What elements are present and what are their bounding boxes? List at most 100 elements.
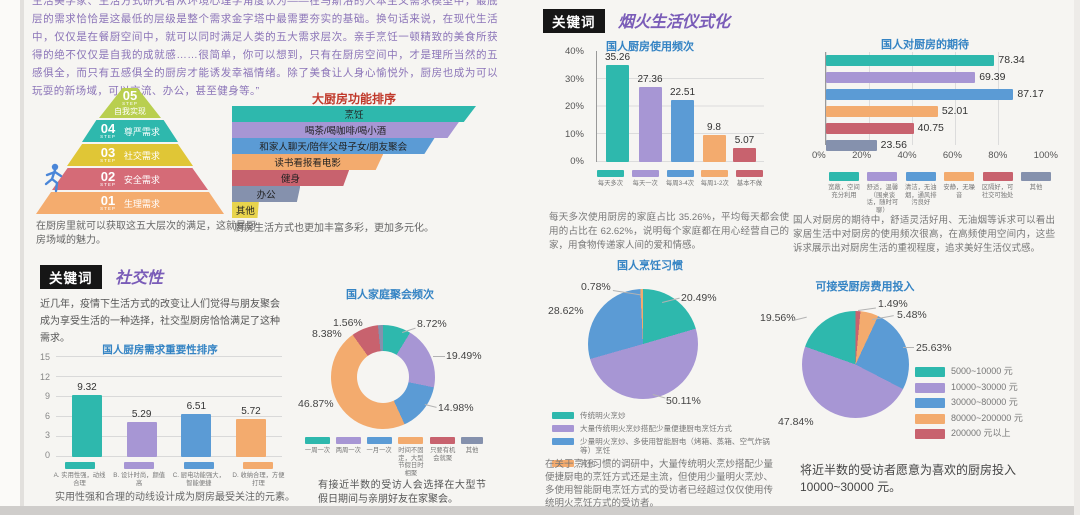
section-header-ritual: 关键词 烟火生活仪式化	[543, 8, 730, 33]
pyramid-level-label: 自我实现	[114, 106, 146, 116]
legend-label: 每天一次	[632, 180, 658, 187]
legend-swatch	[905, 172, 936, 181]
hbar-row: 52.01	[826, 105, 1041, 117]
page-bottom-edge	[0, 506, 1080, 515]
slice-label: 8.38%	[312, 328, 342, 340]
legend-swatch	[552, 460, 574, 467]
slice-label: 46.87%	[298, 398, 334, 410]
gathering-chart-title: 国人家庭聚会频次	[346, 289, 434, 301]
page-left-shadow	[20, 0, 24, 515]
bar-group: 27.36	[638, 51, 663, 162]
hbar-row: 69.39	[826, 71, 1041, 83]
leader-line	[433, 356, 445, 357]
bar	[671, 100, 695, 162]
legend-swatch	[366, 437, 392, 444]
funnel-band: 读书看报看电影	[232, 154, 384, 170]
leader-line	[424, 404, 437, 408]
legend-label: 大量传统明火烹炒搭配少量便捷厨电烹饪方式	[580, 424, 732, 433]
legend-swatch	[915, 398, 945, 408]
x-tick: 60%	[942, 150, 962, 161]
keyword-badge: 关键词	[40, 265, 102, 289]
usage-caption: 每天多次使用厨房的家庭占比 35.26%，平均每天都会使用的占比在 62.62%…	[549, 212, 789, 251]
legend-item: 每天一次	[629, 170, 662, 188]
expectation-chart-title: 国人对厨房的期待	[881, 39, 969, 51]
hbar-row: 23.56	[826, 139, 1041, 151]
bar	[826, 71, 976, 83]
bar	[72, 394, 102, 457]
legend-swatch	[915, 413, 945, 424]
pyramid-level-4: 04 STEP 尊严需求	[82, 120, 178, 142]
cooking-pie-chart	[588, 289, 698, 399]
legend-label: 少量明火烹炒、多使用智能厨电（烤箱、蒸箱、空气炸锅等）烹饪	[580, 437, 770, 455]
legend-label: 80000~200000 元	[951, 412, 1023, 423]
legend-label: 两周一次	[335, 447, 361, 454]
bar-value-label: 27.36	[637, 73, 663, 85]
hbar-row: 40.75	[826, 122, 1041, 134]
legend-item: 10000~30000 元	[915, 382, 1055, 393]
legend-item: 其他	[552, 459, 772, 468]
bar-group: 5.72	[235, 356, 266, 457]
bar-value-label: 9.32	[77, 381, 97, 393]
expectation-x-axis: 0% 20% 40% 60% 80% 100%	[812, 150, 1058, 161]
pyramid-level-number: 03	[100, 145, 116, 160]
pyramid-level-number: 04	[100, 121, 116, 136]
bar	[826, 54, 995, 66]
pyramid-level-number: 02	[100, 169, 116, 184]
legend-swatch	[829, 172, 859, 181]
legend-label: D. 收纳合理，方便打理	[232, 472, 285, 487]
x-tick: 20%	[852, 150, 872, 161]
importance-legend: A. 实用性强，动线合理 B. 设计时尚，颜值高 C. 厨电功能强大，智能便捷 …	[52, 462, 286, 487]
legend-label: 其他	[1029, 184, 1043, 191]
importance-chart-title: 国人厨房需求重要性排序	[102, 344, 218, 356]
legend-label: 基本不做	[736, 180, 763, 187]
bar-value-label: 35.26	[605, 52, 631, 64]
y-tick: 6	[44, 410, 50, 421]
slice-label: 47.84%	[778, 416, 814, 428]
funnel-caption: 厨房生活方式也更加丰富多彩，更加多元化。	[234, 223, 434, 234]
bar	[826, 139, 877, 151]
slice-label: 1.56%	[333, 317, 363, 329]
bar	[638, 86, 662, 162]
bar-group: 5.07	[732, 51, 756, 162]
bar	[826, 122, 914, 134]
budget-pie-chart	[802, 311, 909, 418]
bar-value-label: 78.34	[998, 54, 1025, 66]
legend-item: B. 设计时尚，颜值高	[112, 462, 167, 487]
cooking-legend: 传统明火烹炒 大量传统明火烹炒搭配少量便捷厨电烹饪方式 少量明火烹炒、多使用智能…	[552, 411, 772, 472]
usage-bar-plot: 35.26 27.36 22.51 9.8 5.07	[596, 51, 764, 162]
y-tick: 0	[44, 449, 50, 460]
legend-swatch	[597, 170, 624, 177]
funnel-chart-title: 大厨房功能排序	[311, 92, 396, 106]
usage-chart-title: 国人厨房使用频次	[606, 41, 694, 53]
legend-swatch	[64, 462, 95, 469]
legend-swatch	[124, 462, 155, 469]
x-tick: 100%	[1033, 150, 1058, 161]
bar-value-label: 6.51	[186, 400, 207, 412]
legend-label: 一周一次	[304, 447, 331, 454]
legend-swatch	[552, 412, 574, 419]
legend-swatch	[335, 437, 361, 444]
donut-hole	[357, 351, 409, 403]
slice-label: 14.98%	[438, 402, 474, 414]
slice-label: 0.78%	[581, 281, 611, 293]
legend-swatch	[430, 437, 456, 444]
legend-item: 每周1-2次	[698, 170, 731, 188]
legend-label: 区隔好，可社交可独处	[981, 184, 1014, 199]
bar-value-label: 23.56	[880, 139, 907, 151]
funnel-chart: 烹饪 喝茶/喝咖啡/喝小酒 和家人聊天/陪伴父母子女/朋友聚会 读书看报看电影 …	[232, 106, 476, 218]
budget-legend: 5000~10000 元 10000~30000 元 30000~80000 元…	[915, 366, 1055, 443]
bar-value-label: 22.51	[670, 87, 696, 99]
bar-group: 6.51	[181, 356, 212, 457]
legend-label: 其他	[580, 459, 596, 468]
importance-bar-plot: 9.32 5.29 6.51 5.72	[56, 356, 282, 457]
legend-item: D. 收纳合理，方便打理	[231, 462, 286, 487]
bar-value-label: 52.01	[941, 105, 969, 117]
legend-label: 宽敞，空间充分利用	[828, 184, 860, 199]
slice-label: 19.49%	[446, 350, 482, 362]
legend-item: 30000~80000 元	[915, 397, 1055, 408]
legend-label: 30000~80000 元	[951, 397, 1018, 407]
funnel-band: 喝茶/喝咖啡/喝小酒	[232, 122, 459, 138]
intro-paragraph: 生活美学家、生活方式研究者从环境心理学角度认为——在马斯洛的人本主义需求模型中，…	[32, 0, 498, 97]
cooking-caption: 在关于烹饪习惯的调研中，大量传统明火烹炒搭配少量便捷厨电的烹饪方式还是主流，但使…	[545, 459, 774, 509]
legend-item: 区隔好，可社交可独处	[980, 172, 1016, 214]
